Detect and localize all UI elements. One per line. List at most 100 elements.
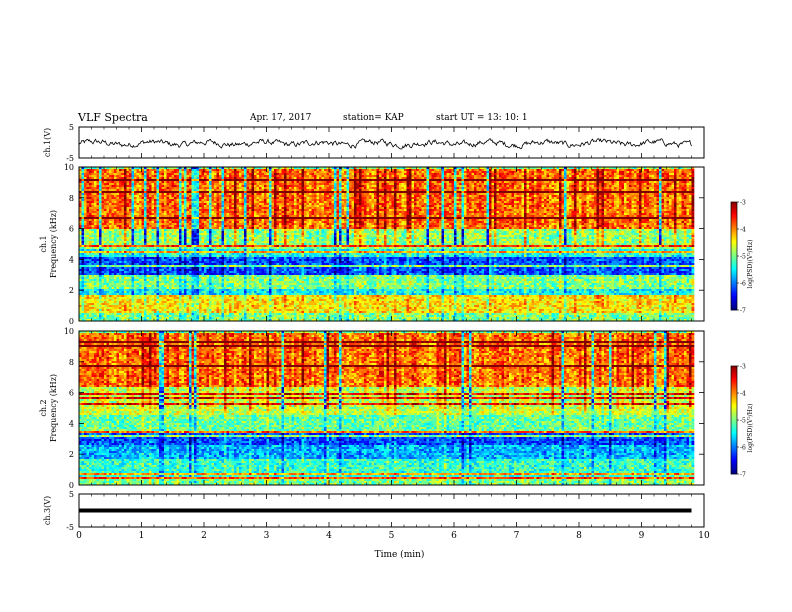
ch1-spectrogram-cell xyxy=(567,171,570,173)
ch1-spectrogram-cell xyxy=(649,171,652,173)
ch1-spectrogram-cell xyxy=(529,169,532,171)
ch1-spectrogram-cell xyxy=(627,171,630,173)
ch1-spectrogram-cell xyxy=(279,171,282,173)
ch1-spectrogram-cell xyxy=(237,171,240,173)
ch1-spectrogram-cell xyxy=(184,171,187,173)
ch1-spectrogram-cell xyxy=(89,171,92,173)
ch1-spectrogram-cell xyxy=(154,175,157,177)
ch1-spectrogram-cell xyxy=(652,171,655,173)
ch1-spectrogram-cell xyxy=(457,173,460,175)
ch1-spectrogram-cell xyxy=(169,173,172,175)
ch1-spectrogram-cell xyxy=(459,169,462,171)
ch1-spectrogram-cell xyxy=(249,171,252,173)
ch1-spectrogram-cell xyxy=(247,169,250,171)
ch1-spectrogram-cell xyxy=(527,171,530,173)
ch1-spectrogram-cell xyxy=(414,171,417,173)
ch1-spectrogram-cell xyxy=(662,169,665,171)
ch1-spectrogram-cell xyxy=(684,169,687,171)
ch1-spectrogram-cell xyxy=(177,175,180,177)
ch1-spectrogram-cell xyxy=(267,169,270,171)
ch1-spectrogram-cell xyxy=(412,169,415,171)
ch1-spectrogram-cell xyxy=(182,173,185,175)
ch1-spectrogram-cell xyxy=(94,173,97,175)
ch1-spectrogram-cell xyxy=(392,171,395,173)
ch1-spectrogram-cell xyxy=(427,171,430,173)
ch1-spectrogram-cell xyxy=(242,173,245,175)
ch1-spectrogram-cell xyxy=(97,173,100,175)
ch1-spectrogram-cell xyxy=(334,173,337,175)
ch1-spectrogram-cell xyxy=(382,173,385,175)
ch1-spectrogram-cell xyxy=(399,173,402,175)
ch1-spectrogram-cell xyxy=(537,171,540,173)
ch1-spectrogram-cell xyxy=(614,171,617,173)
ch1-voltage-ytick-label: 5 xyxy=(69,123,74,132)
ch1-spectrogram-cell xyxy=(449,171,452,173)
ch1-spectrogram-cell xyxy=(584,173,587,175)
ch1-spectrogram-cell xyxy=(529,173,532,175)
ch1-spectrogram-cell xyxy=(179,171,182,173)
ch1-spectrogram-cell xyxy=(334,171,337,173)
ch1-spectrogram-cell xyxy=(682,171,685,173)
ch1-spectrogram-cell xyxy=(89,173,92,175)
ch1-spectrogram-cell xyxy=(624,173,627,175)
ch1-spectrogram-cell xyxy=(119,169,122,171)
ch1-spectrogram-cell xyxy=(224,171,227,173)
ch1-spectrogram-cell xyxy=(204,173,207,175)
ch1-spectrogram-cell xyxy=(124,173,127,175)
ch1-spectrogram-cell xyxy=(179,175,182,177)
ch1-spectrogram-cell xyxy=(687,173,690,175)
ch1-spectrogram-cell xyxy=(589,171,592,173)
ch1-spectrogram-cell xyxy=(214,171,217,173)
ch1-spectrogram-cell xyxy=(484,169,487,171)
vlf-spectra-figure: -55ch.1(V)0246810ch.1 Frequency (kHz)-7-6… xyxy=(0,0,792,612)
ch1-spectrogram-cell xyxy=(349,173,352,175)
ch1-spectrogram-cell xyxy=(212,173,215,175)
ch1-spectrogram-cell xyxy=(562,169,565,171)
ch1-spectrogram-cell xyxy=(642,171,645,173)
ch1-spectrogram-cell xyxy=(549,171,552,173)
ch1-spectrogram-cell xyxy=(362,169,365,171)
ch1-spectrogram-cell xyxy=(532,173,535,175)
ch1-spectrogram-cell xyxy=(92,173,95,175)
ch1-spectrogram-cell xyxy=(487,169,490,171)
ch1-spectrogram-cell xyxy=(507,173,510,175)
ch1-spectrogram-cell xyxy=(369,169,372,171)
ch1-spectrogram-cell xyxy=(149,173,152,175)
ch1-spectrogram-cell xyxy=(474,171,477,173)
ch1-spectrogram-cell xyxy=(242,169,245,171)
ch1-spectrogram-cell xyxy=(514,173,517,175)
ch1-spectrogram-cell xyxy=(337,173,340,175)
ch1-spectrogram-cell xyxy=(647,169,650,171)
ch1-spectrogram-cell xyxy=(209,173,212,175)
ch1-spectrogram-cell xyxy=(84,175,87,177)
ch1-spectrogram-cell xyxy=(212,169,215,171)
ch1-spectrogram-cell xyxy=(582,169,585,171)
ch1-spectrogram-cell xyxy=(579,173,582,175)
ch1-spectrogram-cell xyxy=(399,171,402,173)
ch1-spectrogram-cell xyxy=(229,169,232,171)
ch1-spectrogram-cell xyxy=(542,173,545,175)
ch1-spectrogram-cell xyxy=(664,171,667,173)
ch1-spectrogram-cell xyxy=(357,171,360,173)
ch1-spectrogram-cell xyxy=(382,169,385,171)
ch1-spectrogram-cell xyxy=(94,175,97,177)
ch1-spectrogram-cell xyxy=(182,175,185,177)
ch1-spectrogram-cell xyxy=(494,169,497,171)
ch1-spectrogram-cell xyxy=(174,173,177,175)
ch1-spectrogram-cell xyxy=(654,173,657,175)
ch1-spectrogram-cell xyxy=(104,169,107,171)
ch1-spectrogram-cell xyxy=(342,171,345,173)
ch1-spectrogram-cell xyxy=(472,171,475,173)
ch1-spectrogram-cell xyxy=(634,171,637,173)
ch1-spectrogram-cell xyxy=(454,169,457,171)
ch1-spectrogram-cell xyxy=(82,173,85,175)
ch1-spectrogram-cell xyxy=(92,171,95,173)
ch1-spectrogram-cell xyxy=(674,171,677,173)
ch1-spectrogram-cell xyxy=(122,173,125,175)
ch1-spectrogram-cell xyxy=(349,171,352,173)
ch1-spectrogram-cell xyxy=(149,171,152,173)
ch1-spectrogram-cell xyxy=(107,169,110,171)
ch1-spectrogram-cell xyxy=(449,169,452,171)
ch1-spectrogram-cell xyxy=(442,173,445,175)
ch1-spectrogram-cell xyxy=(532,171,535,173)
